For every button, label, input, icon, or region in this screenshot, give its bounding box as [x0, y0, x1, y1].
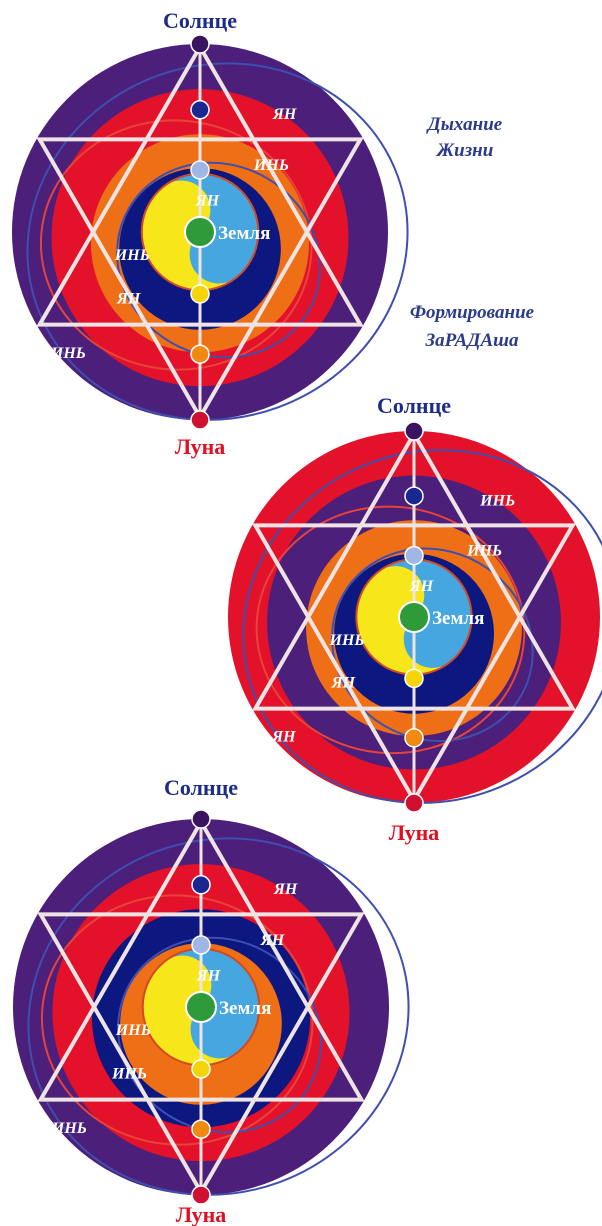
yin-yang-text: ЯН	[272, 106, 297, 123]
orbit-line	[242, 449, 602, 804]
moon-label: Луна	[389, 820, 440, 845]
mid-node	[190, 160, 210, 180]
yin-yang-text: ЯН	[196, 968, 221, 985]
side-label-forming: Формирование ЗаРАДАша	[410, 302, 535, 351]
moon-label: Луна	[175, 434, 226, 459]
earth-node	[184, 216, 216, 248]
moon-node	[191, 1185, 211, 1205]
yin-yang-text: ИНЬ	[329, 632, 365, 649]
yin-yang-text: ИНЬ	[115, 1022, 151, 1039]
orbit-line	[117, 936, 322, 1134]
yin-yang-text: ЯН	[331, 675, 356, 692]
diagram-1: Земля Солнце Луна ЯН ИНЬ ЯН ИНЬ ЯН ИНЬ	[12, 8, 409, 459]
orbit-line	[39, 119, 313, 371]
side-label-forming-line-1: Формирование	[410, 302, 535, 323]
orange-node	[190, 344, 210, 364]
moon-node	[190, 410, 210, 430]
moon-label: Луна	[176, 1202, 227, 1226]
orbit-line	[27, 837, 410, 1196]
sun-node	[191, 809, 211, 829]
sun-label: Солнце	[164, 775, 238, 800]
diagrams-group: Земля Солнце Луна ЯН ИНЬ ЯН ИНЬ ЯН ИНЬ Земля Солнц…	[12, 8, 602, 1226]
orange-node	[404, 728, 424, 748]
side-label-breath-line-1: Дыхание	[426, 114, 503, 135]
yin-yang-text: ЯН	[195, 193, 220, 210]
yin-yang-text: ИНЬ	[51, 1120, 87, 1137]
yin-yang-text: ИНЬ	[111, 1065, 147, 1082]
yin-yang-text: ЯН	[116, 290, 141, 307]
side-label-forming-line-2: ЗаРАДАша	[424, 330, 519, 351]
moon-node	[404, 793, 424, 813]
yellow-node	[190, 284, 210, 304]
orbit-line	[331, 547, 534, 742]
sun-node	[404, 421, 424, 441]
upper-node	[191, 875, 211, 895]
earth-label: Земля	[219, 998, 271, 1019]
yellow-node	[191, 1059, 211, 1079]
yin-yang-text: ЯН	[409, 578, 434, 595]
orbit-line	[26, 62, 409, 421]
orbit-line	[255, 505, 526, 755]
sun-node	[190, 34, 210, 54]
upper-node	[404, 486, 424, 506]
earth-label: Земля	[432, 608, 484, 629]
yin-yang-text: ЯН	[273, 881, 298, 898]
orbit-line	[116, 161, 321, 359]
yin-yang-text: ИНЬ	[114, 247, 150, 264]
yin-yang-text: ЯН	[271, 729, 296, 746]
diagram-3: Земля Солнце Луна ЯН ЯН ЯН ИНЬ ИНЬ ИНЬ	[13, 775, 410, 1226]
side-label-breath-line-2: Жизни	[435, 140, 494, 161]
diagram-2: Земля Солнце Луна ИНЬ ИНЬ ЯН ИНЬ ЯН ЯН	[228, 393, 602, 845]
yin-yang-text: ИНЬ	[479, 492, 515, 509]
sun-label: Солнце	[163, 8, 237, 33]
earth-node	[185, 991, 217, 1023]
side-label-breath: Дыхание Жизни	[426, 114, 503, 161]
upper-node	[190, 100, 210, 120]
yin-yang-text: ИНЬ	[253, 157, 289, 174]
yin-yang-text: ЯН	[260, 932, 285, 949]
orange-node	[191, 1119, 211, 1139]
earth-label: Земля	[218, 223, 270, 244]
mid-node	[191, 935, 211, 955]
yin-yang-text: ИНЬ	[50, 345, 86, 362]
yellow-node	[404, 668, 424, 689]
mid-node	[404, 545, 424, 566]
sun-label: Солнце	[377, 393, 451, 418]
yin-yang-text: ИНЬ	[466, 543, 502, 560]
earth-node	[398, 601, 430, 633]
orbit-line	[40, 894, 314, 1146]
